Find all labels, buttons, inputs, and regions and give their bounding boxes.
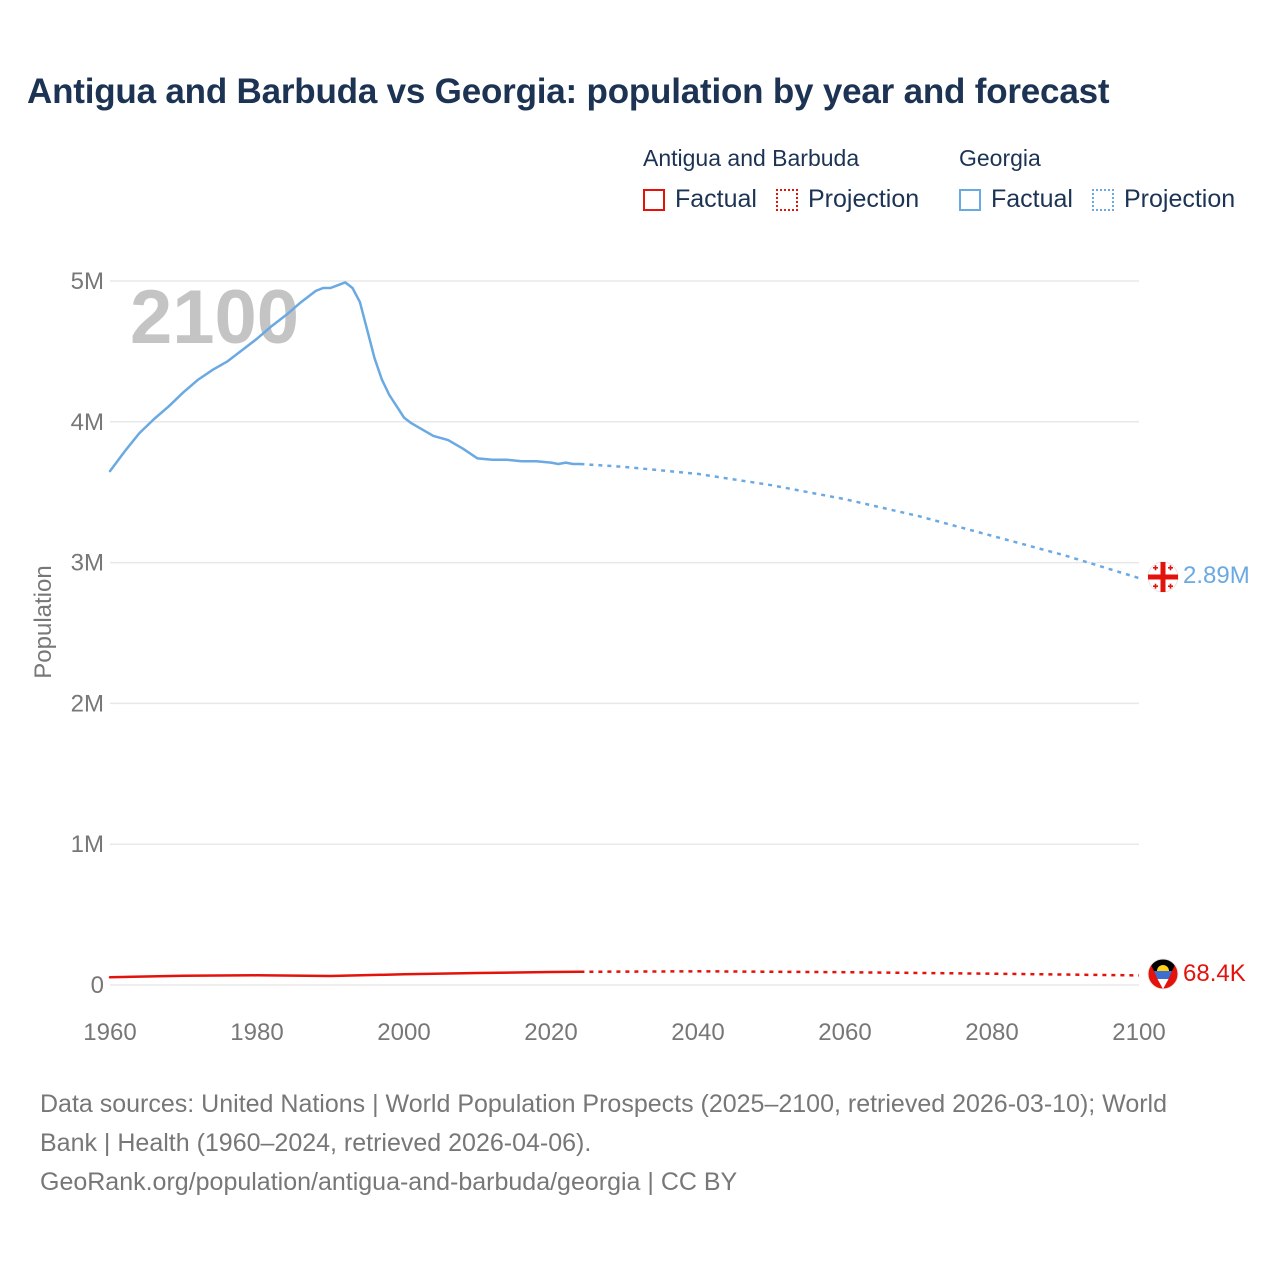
x-tick-label: 2100 [1112,1019,1165,1046]
legend-group-georgia: Georgia [959,145,1041,171]
chart: 2100 0 1M 2M 3M 4M 5M 1960 1980 2000 2020 2040 206… [30,268,1250,1046]
source-line-2: Bank | Health (1960–2024, retrieved 2026… [40,1129,592,1157]
legend-group-antigua: Antigua and Barbuda [643,145,860,171]
x-axis: 1960 1980 2000 2020 2040 2060 2080 2100 [83,1019,1165,1046]
legend-swatch-solid-icon [643,188,665,211]
georgia-flag-icon [1147,561,1179,593]
legend-label: Projection [1124,185,1236,213]
y-tick-label: 1M [71,831,104,858]
y-tick-label: 3M [71,550,104,577]
antigua-flag-icon [1147,958,1179,990]
series [108,281,1140,979]
end-label-georgia: 2.89M [1183,562,1250,589]
series-line-antigua-and-barbuda-factual[interactable] [108,970,582,979]
legend-label: Factual [991,185,1073,213]
year-watermark: 2100 [130,275,299,360]
x-tick-label: 2020 [524,1019,577,1046]
y-tick-label: 0 [91,972,104,999]
legend-label: Factual [675,185,757,213]
series-line-georgia-factual[interactable] [108,281,582,473]
source-url[interactable]: GeoRank.org/population/antigua-and-barbu… [40,1168,738,1196]
source-note: Data sources: United Nations | World Pop… [40,1085,1240,1202]
y-tick-label: 5M [71,268,104,295]
y-tick-label: 2M [71,690,104,717]
legend-swatch-dotted-icon [776,188,798,211]
grid [110,280,1139,986]
x-tick-label: 2000 [377,1019,430,1046]
y-axis: 0 1M 2M 3M 4M 5M [71,268,104,999]
x-tick-label: 2040 [671,1019,724,1046]
legend-georgia-factual[interactable]: Factual [959,185,1073,214]
x-tick-label: 2080 [965,1019,1018,1046]
source-line-1: Data sources: United Nations | World Pop… [40,1090,1168,1118]
y-axis-label: Population [30,565,57,678]
legend-antigua-factual[interactable]: Factual [643,185,757,214]
end-label-antigua: 68.4K [1183,960,1246,987]
legend-label: Projection [808,185,920,213]
x-tick-label: 1960 [83,1019,136,1046]
legend-swatch-solid-icon [959,188,981,211]
legend-antigua-projection[interactable]: Projection [776,185,919,214]
y-tick-label: 4M [71,409,104,436]
series-line-georgia-projection[interactable] [580,462,1140,580]
chart-title: Antigua and Barbuda vs Georgia: populati… [27,72,1110,111]
legend-swatch-dotted-icon [1092,188,1114,211]
x-tick-label: 1980 [230,1019,283,1046]
series-line-antigua-and-barbuda-projection[interactable] [580,970,1140,977]
x-tick-label: 2060 [818,1019,871,1046]
legend-georgia-projection[interactable]: Projection [1092,185,1235,214]
